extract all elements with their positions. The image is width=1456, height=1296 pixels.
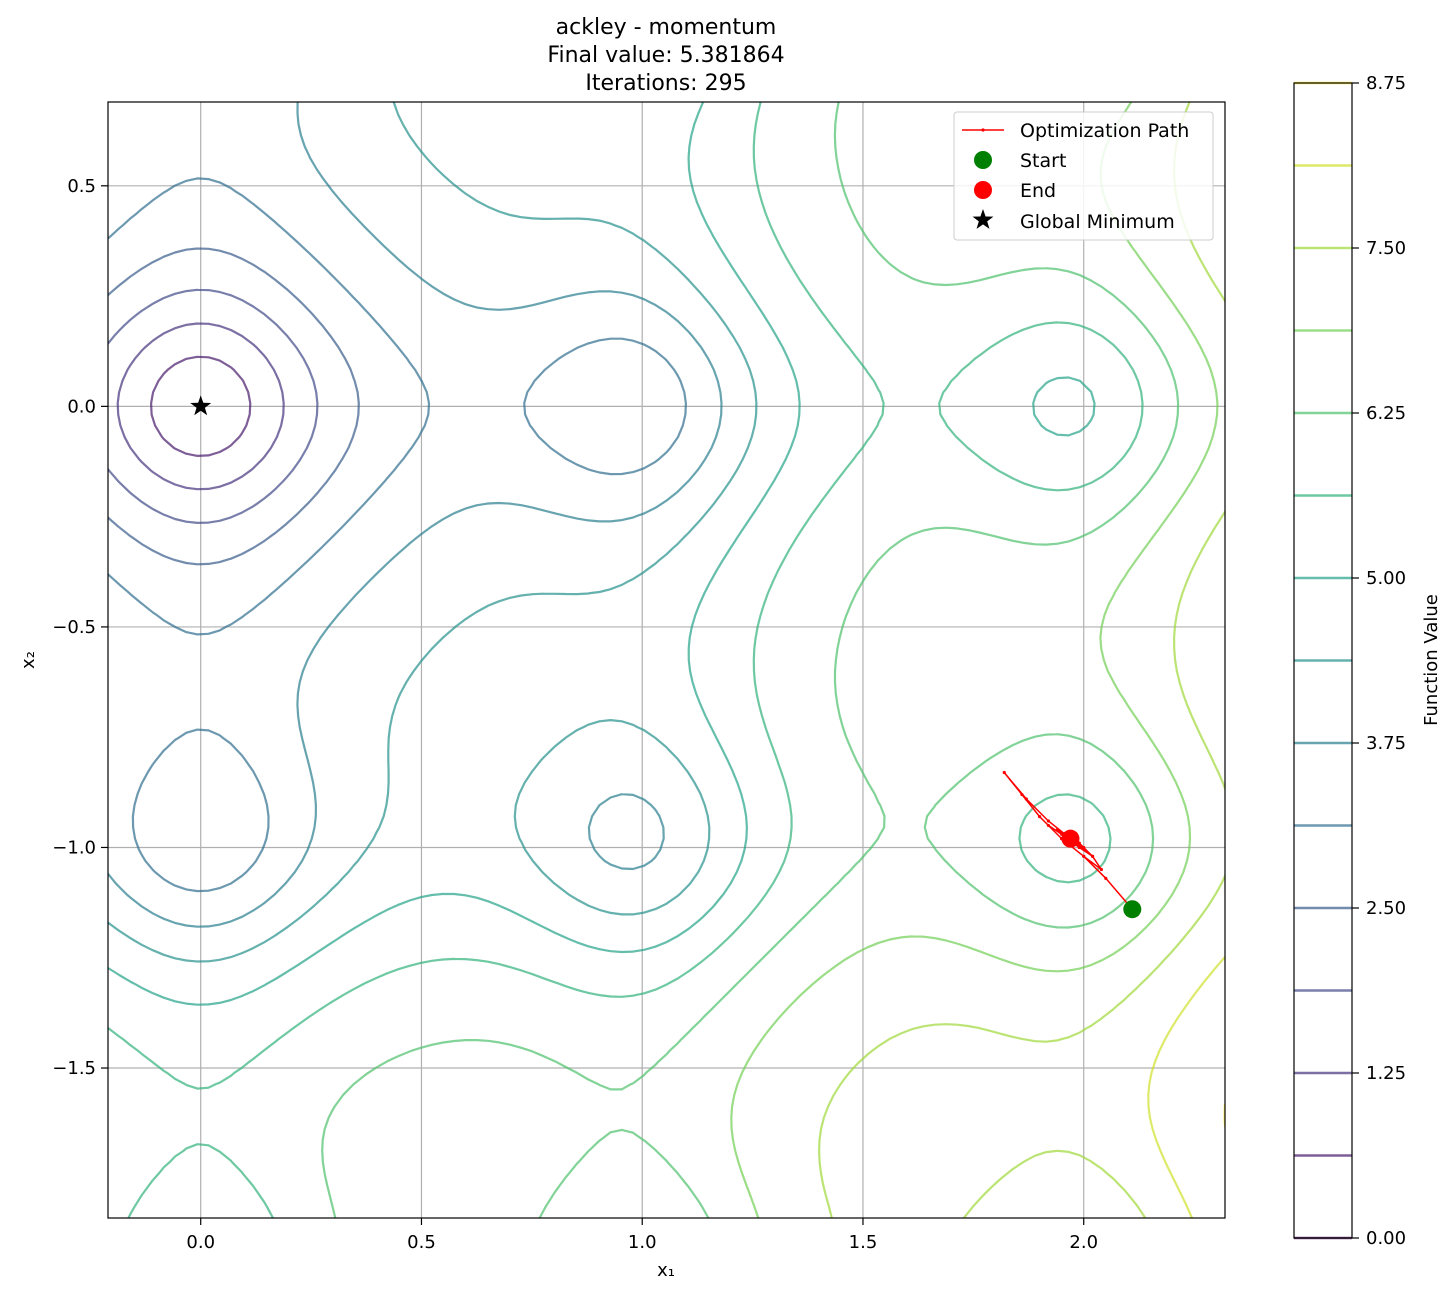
contour-level	[108, 288, 319, 524]
colorbar-tick-label: 1.25	[1366, 1063, 1406, 1084]
optimization-path-point	[1037, 814, 1042, 819]
y-tick-label: −1.5	[52, 1058, 96, 1079]
colorbar-tick-label: 3.75	[1366, 733, 1406, 754]
optimization-path-point	[1046, 819, 1050, 823]
colorbar-tick-label: 2.50	[1366, 898, 1406, 919]
x-tick-label: 1.0	[628, 1232, 657, 1253]
title-line-1: ackley - momentum	[556, 15, 777, 40]
y-axis-label: x₂	[18, 651, 39, 669]
chart-title: ackley - momentum Final value: 5.381864 …	[547, 15, 784, 96]
contour-level	[108, 102, 1096, 1006]
legend-path-label: Optimization Path	[1020, 120, 1189, 142]
colorbar-tick-label: 8.75	[1366, 73, 1406, 94]
end-point	[1061, 829, 1080, 848]
contour-level	[116, 322, 285, 491]
y-tick-label: 0.0	[67, 396, 96, 417]
optimization-path-point	[1082, 845, 1086, 850]
global-minimum-star	[190, 395, 212, 416]
optimization-path-point	[1024, 797, 1028, 801]
legend-start-swatch	[974, 151, 992, 169]
contour-level	[108, 247, 360, 566]
y-axis-ticks: −1.5 −1.0 −0.5 0.0 0.5	[52, 176, 108, 1079]
colorbar-ticks: 0.00 1.25 2.50 3.75 5.00 6.25 7.50 8.75	[1352, 73, 1406, 1249]
contour-lines	[108, 102, 1225, 1218]
optimization-path-point	[1099, 867, 1103, 872]
optimization-path-point	[1020, 792, 1024, 797]
legend-box	[953, 111, 1214, 241]
contour-level	[150, 355, 252, 457]
contour-level	[108, 102, 723, 928]
title-line-2: Final value: 5.381864	[547, 43, 784, 68]
legend: Optimization Path Start End Global Minim…	[953, 111, 1214, 241]
legend-end-swatch	[974, 181, 992, 199]
legend-star-swatch	[972, 209, 994, 229]
contour-level	[730, 102, 1219, 1218]
optimization-path-point	[1077, 845, 1081, 850]
y-tick-label: −0.5	[52, 617, 96, 638]
optimization-path-point	[1090, 854, 1095, 858]
contour-level	[321, 102, 1180, 1218]
x-tick-label: 0.0	[186, 1232, 215, 1253]
contour-level	[818, 102, 1225, 1218]
colorbar-tick-label: 0.00	[1366, 1228, 1406, 1249]
colorbar-tick-label: 5.00	[1366, 568, 1406, 589]
x-tick-label: 1.5	[849, 1232, 878, 1253]
x-axis-label: x₁	[657, 1260, 675, 1281]
optimization-path-point	[1055, 828, 1059, 832]
markers	[190, 395, 1142, 919]
y-tick-label: 0.5	[67, 176, 96, 197]
colorbar-frame	[1293, 82, 1353, 1239]
contour-level	[108, 177, 687, 893]
x-axis-ticks: 0.0 0.5 1.0 1.5 2.0	[186, 1218, 1098, 1253]
optimization-path-point	[1082, 854, 1086, 858]
optimization-path-point	[1104, 876, 1108, 880]
contour-level	[108, 102, 1144, 1218]
x-tick-label: 0.5	[407, 1232, 436, 1253]
colorbar: 0.00 1.25 2.50 3.75 5.00 6.25 7.50 8.75 Functio…	[1293, 73, 1442, 1249]
colorbar-tick-label: 7.50	[1366, 238, 1406, 259]
legend-end-label: End	[1020, 180, 1056, 202]
x-tick-label: 2.0	[1069, 1232, 1098, 1253]
legend-global-min-label: Global Minimum	[1020, 211, 1175, 233]
title-line-3: Iterations: 295	[585, 71, 746, 96]
contour-level	[108, 102, 758, 963]
colorbar-label: Function Value	[1421, 594, 1442, 726]
optimization-path-point	[1002, 770, 1006, 775]
colorbar-tick-label: 6.25	[1366, 403, 1406, 424]
legend-path-swatch-dot	[981, 128, 985, 132]
colorbar-level-lines	[1294, 81, 1352, 1240]
start-point	[1123, 900, 1142, 919]
plot-frame	[107, 101, 1226, 1219]
legend-start-label: Start	[1020, 150, 1066, 172]
y-tick-label: −1.0	[52, 837, 96, 858]
optimization-path-point	[1046, 823, 1050, 828]
contour-level	[1147, 955, 1225, 1218]
